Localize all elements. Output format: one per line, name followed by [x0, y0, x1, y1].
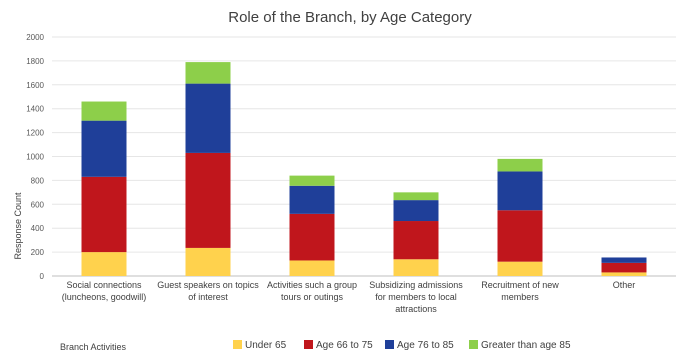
y-tick-label: 400: [31, 224, 45, 233]
category-label: Social connections (luncheons, goodwill): [62, 280, 147, 302]
bar-segment: [185, 247, 231, 276]
bar-segment: [497, 261, 543, 276]
legend-label: Age 66 to 75: [316, 340, 373, 351]
legend-label: Greater than age 85: [481, 340, 571, 351]
bar-segment: [81, 120, 127, 177]
legend-label: Age 76 to 85: [397, 340, 454, 351]
y-axis-title: Response Count: [13, 192, 23, 260]
y-axis-ticks: 0 200 400 600 800 1000 1200 1400 1600 1800 2000: [26, 33, 44, 281]
category-label: Other: [613, 280, 636, 290]
bar-segment: [393, 221, 439, 260]
bar-segment: [81, 101, 127, 121]
legend-swatch: [469, 340, 478, 349]
legend-label: Under 65: [245, 340, 287, 351]
bar-segment: [393, 200, 439, 222]
y-tick-label: 0: [40, 272, 45, 281]
bar-segment: [601, 257, 647, 263]
bar-segment: [497, 210, 543, 262]
category-label: Subsidizing admissions for members to loc…: [369, 280, 463, 314]
bar-segment: [185, 152, 231, 248]
y-tick-label: 1800: [26, 57, 44, 66]
y-tick-label: 2000: [26, 33, 44, 42]
bar-segment: [81, 252, 127, 276]
y-tick-label: 600: [31, 200, 45, 209]
legend-swatch: [304, 340, 313, 349]
bar-segment: [289, 185, 335, 214]
bar-segment: [81, 176, 127, 253]
bar-segment: [393, 192, 439, 201]
gridlines: [52, 36, 676, 277]
y-tick-label: 800: [31, 176, 45, 185]
y-tick-label: 1400: [26, 105, 44, 114]
bar-segment: [497, 158, 543, 172]
y-tick-label: 1200: [26, 129, 44, 138]
bar-segment: [601, 272, 647, 276]
legend-swatch: [385, 340, 394, 349]
category-label: Activities such a group tours or outings: [267, 280, 357, 302]
legend-swatch: [233, 340, 242, 349]
bar-segment: [289, 260, 335, 276]
category-label: Recruitment of new members: [481, 280, 559, 302]
bar-segment: [289, 175, 335, 186]
bar-segment: [601, 262, 647, 273]
y-tick-label: 1000: [26, 153, 44, 162]
legend: Under 65 Age 66 to 75 Age 76 to 85 Greater …: [233, 340, 571, 351]
bars: [81, 62, 647, 276]
bar-segment: [185, 83, 231, 153]
y-tick-label: 200: [31, 248, 45, 257]
bar-segment: [185, 62, 231, 84]
bar-segment: [289, 213, 335, 261]
bar-segment: [393, 259, 439, 276]
y-tick-label: 1600: [26, 81, 44, 90]
category-label: Guest speakers on topics of interest: [157, 280, 259, 302]
x-axis-category-labels: Social connections (luncheons, goodwill) G…: [62, 280, 636, 314]
chart-title: Role of the Branch, by Age Category: [228, 9, 472, 26]
x-axis-title: Branch Activities: [60, 342, 127, 352]
bar-segment: [497, 171, 543, 211]
